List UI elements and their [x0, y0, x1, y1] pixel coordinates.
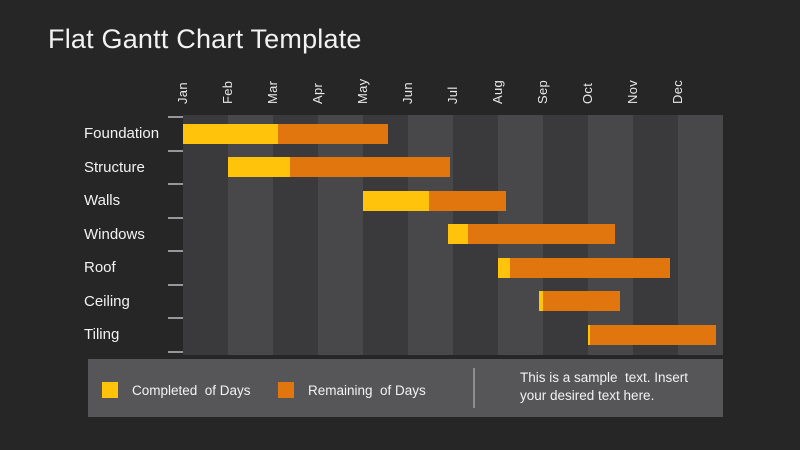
y-axis-tick — [168, 183, 183, 185]
gantt-bar-completed-ceiling — [538, 291, 543, 312]
gantt-bar-remaining-tiling — [590, 324, 716, 345]
sample-text-line2: your desired text here. — [520, 387, 655, 403]
legend-label-remaining: Remaining of Days — [308, 383, 426, 398]
task-label-tiling: Tiling — [84, 326, 120, 343]
x-axis-label-jun: Jun — [400, 82, 415, 104]
gantt-bar-completed-tiling — [588, 324, 591, 345]
slide-title: Flat Gantt Chart Template — [48, 24, 362, 54]
month-band-feb — [228, 115, 273, 355]
x-axis-label-jan: Jan — [175, 82, 190, 104]
gantt-bar-remaining-ceiling — [543, 291, 620, 312]
x-axis-label-oct: Oct — [580, 82, 595, 104]
month-band-nov — [633, 115, 678, 355]
y-axis-tick — [168, 216, 183, 219]
y-axis-tick — [168, 317, 183, 319]
x-axis-label-dec: Dec — [670, 79, 685, 104]
legend-swatch-remaining — [278, 382, 294, 398]
month-band-apr — [318, 115, 363, 355]
gantt-bar-remaining-walls — [429, 190, 507, 211]
x-axis-label-apr: Apr — [310, 82, 325, 104]
gantt-bar-completed-windows — [448, 224, 468, 245]
x-axis-label-nov: Nov — [625, 79, 640, 104]
gantt-bar-remaining-foundation — [277, 123, 389, 144]
legend-band: Completed of Days Remaining of Days This… — [88, 359, 723, 417]
task-label-ceiling: Ceiling — [84, 292, 130, 310]
x-axis-label-feb: Feb — [220, 80, 235, 104]
task-label-windows: Windows — [84, 225, 145, 243]
y-axis-tick — [168, 250, 183, 252]
x-axis-label-sep: Sep — [535, 79, 550, 104]
task-label-foundation: Foundation — [84, 125, 160, 142]
month-band-dec — [678, 115, 723, 355]
sample-text-line1: This is a sample text. Insert — [520, 370, 689, 385]
task-label-walls: Walls — [84, 192, 121, 209]
task-label-roof: Roof — [84, 259, 116, 276]
y-axis-tick — [168, 116, 183, 118]
y-axis-tick — [168, 149, 183, 152]
x-axis-label-jul: Jul — [445, 86, 460, 104]
legend-label-completed: Completed of Days — [132, 383, 251, 398]
month-band-mar — [273, 115, 318, 355]
gantt-bar-completed-roof — [498, 257, 511, 278]
month-band-may — [363, 115, 408, 355]
x-axis-label-may: May — [355, 78, 370, 104]
gantt-bar-completed-foundation — [183, 123, 278, 144]
gantt-bar-completed-walls — [363, 190, 430, 211]
sample-text: This is a sample text. Insert your desir… — [520, 369, 720, 404]
x-axis-label-mar: Mar — [265, 80, 280, 104]
x-axis-label-aug: Aug — [490, 79, 505, 104]
gantt-bar-completed-structure — [228, 157, 291, 178]
y-axis-tick — [168, 350, 183, 353]
month-band-jan — [183, 115, 228, 355]
month-band-jun — [408, 115, 453, 355]
gantt-bar-remaining-roof — [510, 257, 670, 278]
legend-divider — [473, 368, 475, 408]
gantt-bar-remaining-structure — [290, 157, 450, 178]
legend-swatch-completed — [102, 382, 118, 398]
gantt-bar-remaining-windows — [467, 224, 615, 245]
task-label-structure: Structure — [84, 158, 145, 176]
y-axis-tick — [168, 283, 183, 286]
